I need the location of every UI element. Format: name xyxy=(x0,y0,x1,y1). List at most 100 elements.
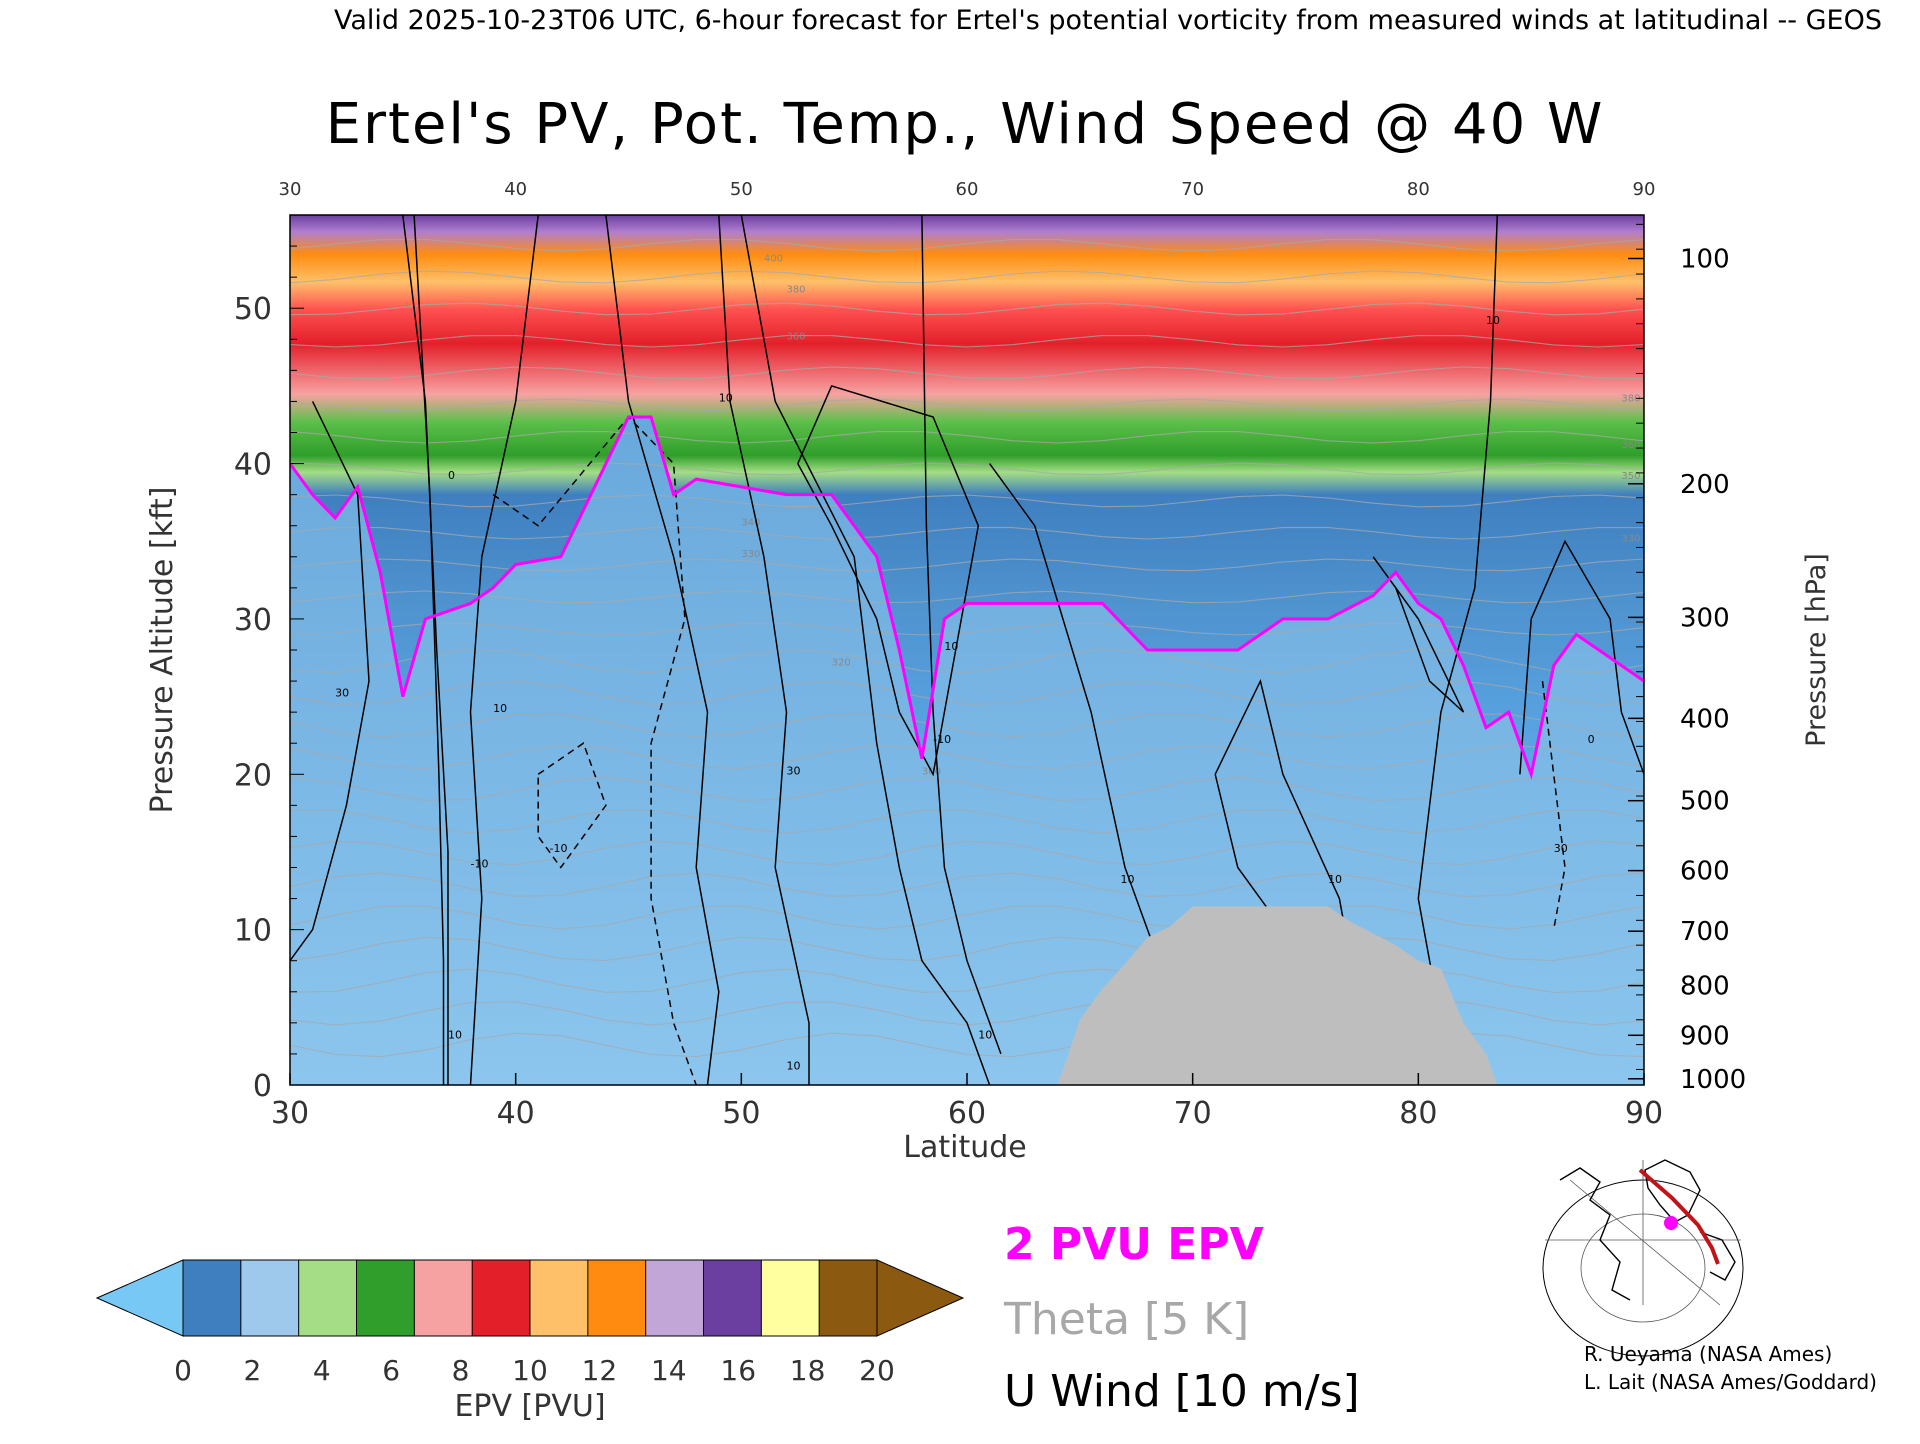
legend-entry-u-wind: U Wind [10 m/s] xyxy=(1004,1366,1360,1417)
theta-contour xyxy=(290,622,1644,636)
colorbar-cell xyxy=(356,1260,415,1336)
u-wind-contour xyxy=(718,215,810,1085)
pressure-tick-label: 900 xyxy=(1680,1021,1730,1051)
y-tick-label: 0 xyxy=(253,1069,272,1104)
u-wind-contour xyxy=(537,742,607,869)
chart-title: Ertel's PV, Pot. Temp., Wind Speed @ 40 … xyxy=(326,92,1605,157)
colorbar-over-arrow xyxy=(876,1259,965,1337)
u-wind-label: 10 xyxy=(1486,314,1500,327)
plot-area: 400 380 360 340 330 320 30 0 380 360 350 330 30 10 0 -… xyxy=(290,215,1644,1085)
u-wind-label: 10 xyxy=(719,391,733,404)
u-wind-contour xyxy=(492,415,697,1085)
legend-entry-theta: Theta [5 K] xyxy=(1003,1294,1249,1345)
u-wind-label: 10 xyxy=(944,640,958,653)
colorbar-tick-labels: 0 2 4 6 8 10 12 14 16 18 20 xyxy=(174,1354,895,1387)
cross-section-track xyxy=(1638,1168,1720,1265)
theta-contour-label: 400 xyxy=(764,254,783,265)
theta-contour xyxy=(290,238,1644,252)
theta-contour xyxy=(290,366,1644,380)
x-top-tick-label: 60 xyxy=(956,179,979,200)
colorbar-cell xyxy=(761,1260,820,1336)
theta-contour xyxy=(290,334,1644,348)
theta-contour xyxy=(290,526,1644,540)
theta-contour xyxy=(290,905,1644,930)
x-top-tick-label: 70 xyxy=(1181,179,1204,200)
colorbar-cell xyxy=(240,1260,300,1336)
colorbar-tick-label: 2 xyxy=(243,1354,261,1387)
colorbar-tick-label: 18 xyxy=(790,1354,826,1387)
u-wind-contour xyxy=(469,215,539,1085)
u-wind-contour xyxy=(1541,681,1566,930)
theta-contour xyxy=(290,462,1644,476)
epv-colorbar: 0 2 4 6 8 10 12 14 16 18 20 EPV [PVU] xyxy=(95,1259,965,1424)
colorbar-cell xyxy=(472,1260,531,1336)
u-wind-label: 10 xyxy=(493,702,507,715)
theta-contour xyxy=(290,302,1644,316)
theta-contour xyxy=(290,872,1644,898)
pressure-tick-label: 100 xyxy=(1680,245,1730,275)
theta-contour xyxy=(290,430,1644,444)
colorbar-tick-label: 8 xyxy=(452,1354,470,1387)
colorbar-tick-label: 4 xyxy=(313,1354,331,1387)
u-wind-contour xyxy=(290,401,370,962)
x-tick-label: 30 xyxy=(271,1096,309,1131)
pressure-tick-label: 400 xyxy=(1680,704,1730,734)
theta-contour xyxy=(290,680,1644,706)
colorbar-cell xyxy=(645,1260,704,1336)
y-axis-left-ticks: 0 10 20 30 40 50 xyxy=(234,214,304,1104)
theta-contour xyxy=(290,713,1644,738)
colorbar-tick-label: 20 xyxy=(859,1354,895,1387)
u-wind-label: 10 xyxy=(978,1028,992,1041)
x-tick-label: 70 xyxy=(1174,1096,1212,1131)
theta-contour-label: 380 xyxy=(786,285,805,296)
u-wind-contour xyxy=(1519,539,1644,775)
colorbar-tick-label: 12 xyxy=(582,1354,618,1387)
y-axis-left-label: Pressure Altitude [kft] xyxy=(145,487,180,814)
y-tick-label: 10 xyxy=(234,914,272,949)
x-tick-label: 60 xyxy=(948,1096,986,1131)
tropopause-2pvu-line xyxy=(290,415,1644,780)
legend: 2 PVU EPV Theta [5 K] U Wind [10 m/s] xyxy=(1003,1219,1360,1417)
u-wind-label: -10 xyxy=(933,733,951,746)
colorbar-label: EPV [PVU] xyxy=(454,1389,605,1424)
u-wind-label: 10 xyxy=(1120,873,1134,886)
valid-time-header: Valid 2025-10-23T06 UTC, 6-hour forecast… xyxy=(334,5,1882,36)
theta-contour xyxy=(290,840,1644,866)
pressure-tick-label: 800 xyxy=(1680,972,1730,1002)
colorbar-under-arrow xyxy=(95,1259,184,1337)
colorbar-cell xyxy=(414,1260,473,1336)
theta-contour-label: 360 xyxy=(1621,440,1640,451)
x-axis-label: Latitude xyxy=(903,1130,1026,1165)
u-wind-contour xyxy=(740,215,991,1085)
theta-contours: 400 380 360 340 330 320 30 0 380 360 350 330 xyxy=(290,238,1644,1058)
colorbar-tick-label: 10 xyxy=(512,1354,548,1387)
colorbar-cell xyxy=(703,1260,762,1336)
terrain-mask xyxy=(1057,906,1498,1085)
pressure-tick-label: 500 xyxy=(1680,787,1730,817)
y-axis-right-label: Pressure [hPa] xyxy=(1801,553,1832,747)
credit-line-1: R. Ueyama (NASA Ames) xyxy=(1584,1342,1832,1366)
theta-contour xyxy=(290,590,1644,604)
x-axis-top-ticks: 30 40 50 60 70 80 90 xyxy=(279,179,1656,200)
x-tick-label: 50 xyxy=(722,1096,760,1131)
x-tick-label: 90 xyxy=(1625,1096,1663,1131)
colorbar-cell xyxy=(298,1260,357,1336)
y-tick-label: 20 xyxy=(234,758,272,793)
u-wind-contour xyxy=(1372,556,1465,713)
credit-line-2: L. Lait (NASA Ames/Goddard) xyxy=(1584,1370,1877,1394)
theta-contour xyxy=(290,558,1644,572)
theta-contour xyxy=(290,809,1644,834)
colorbar-tick-label: 0 xyxy=(174,1354,192,1387)
u-wind-label: 30 xyxy=(335,687,349,700)
u-wind-label: -10 xyxy=(550,842,568,855)
colorbar-cell xyxy=(587,1260,647,1336)
theta-contour-label: 330 xyxy=(741,549,760,560)
x-axis-bottom-ticks: 30 40 50 60 70 80 90 xyxy=(271,1073,1663,1131)
x-tick-label: 80 xyxy=(1399,1096,1437,1131)
u-wind-label: 0 xyxy=(448,469,455,482)
colorbar-cell xyxy=(183,1260,242,1336)
y-tick-label: 50 xyxy=(234,292,272,327)
theta-contour-label: 330 xyxy=(1621,533,1640,544)
